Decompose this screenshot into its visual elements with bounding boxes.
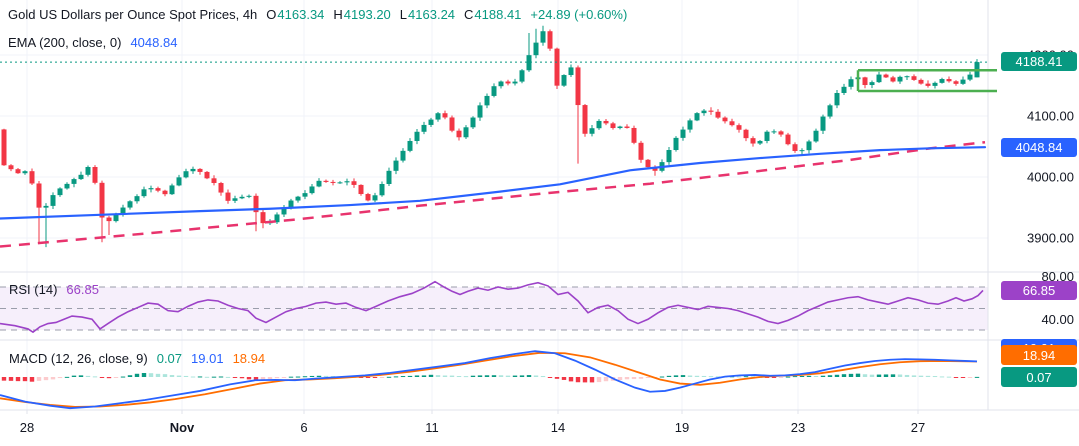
ema-200-line[interactable] [0, 146, 987, 220]
price-axis-label: 4100.00 [1027, 109, 1074, 124]
time-axis-label: 23 [791, 420, 805, 435]
ohlc-close-label: C [464, 7, 474, 22]
ohlc-open-value: 4163.34 [277, 7, 325, 22]
ohlc-low: L 4163.24 [400, 7, 455, 22]
breakout-box[interactable] [856, 69, 997, 93]
macd-label: MACD (12, 26, close, 9) [9, 351, 148, 366]
ohlc-open: O 4163.34 [266, 7, 324, 22]
time-axis-label: 19 [675, 420, 689, 435]
rsi-value-badge: 66.85 [1001, 281, 1077, 300]
time-axis-label: Nov [170, 420, 195, 435]
ema-price-badge: 4048.84 [1001, 138, 1077, 157]
rsi-legend[interactable]: RSI (14) 66.85 [9, 282, 99, 297]
price-axis-label: 3900.00 [1027, 231, 1074, 246]
gridlines [0, 0, 988, 410]
macd-legend[interactable]: MACD (12, 26, close, 9) 0.07 19.01 18.94 [9, 351, 265, 366]
macd-histogram [1, 373, 980, 383]
macd-signal-badge: 18.94 [1001, 345, 1077, 365]
rsi-label: RSI (14) [9, 282, 58, 297]
ohlc-close-value: 4188.41 [474, 7, 522, 22]
ohlc-low-label: L [399, 7, 408, 22]
ohlc-high-label: H [333, 7, 343, 22]
ohlc-low-value: 4163.24 [408, 7, 456, 22]
ohlc-open-label: O [266, 7, 277, 22]
last-price-badge: 4188.41 [1001, 52, 1077, 71]
panel-separators [0, 0, 1079, 411]
time-axis-label: 14 [551, 420, 565, 435]
macd-line-value: 19.01 [191, 351, 224, 366]
rsi-value: 66.85 [66, 282, 99, 297]
time-axis-labels: 28 Nov 6 11 14 19 23 27 [20, 410, 925, 435]
ema-offset-line[interactable] [0, 140, 986, 248]
rsi-axis-label: 40.00 [1041, 312, 1074, 327]
change-value: +24.89 (+0.60%) [530, 7, 628, 22]
ema-legend[interactable]: EMA (200, close, 0) 4048.84 [8, 35, 177, 50]
macd-hist-value: 0.07 [156, 351, 183, 366]
macd-line[interactable] [0, 350, 978, 410]
time-axis[interactable] [0, 410, 1079, 446]
ohlc-high-value: 4193.20 [343, 7, 391, 22]
time-axis-label: 27 [911, 420, 925, 435]
price-axis-label: 4000.00 [1027, 170, 1074, 185]
macd-signal-value: 18.94 [232, 351, 266, 366]
candlesticks [1, 25, 980, 248]
series-title: Gold US Dollars per Ounce Spot Prices, 4… [8, 7, 258, 22]
macd-hist-badge: 0.07 [1001, 367, 1077, 387]
time-axis-label: 28 [20, 420, 34, 435]
ema-value: 4048.84 [130, 35, 178, 50]
rsi-line[interactable] [0, 280, 984, 334]
time-axis-label: 6 [300, 420, 307, 435]
main-series-legend[interactable]: Gold US Dollars per Ounce Spot Prices, 4… [8, 7, 627, 22]
rsi-axis-label: 80.00 [1041, 269, 1074, 284]
ohlc-high: H 4193.20 [333, 7, 390, 22]
time-axis-label: 11 [425, 420, 439, 435]
ema-label: EMA (200, close, 0) [8, 35, 122, 50]
ohlc-close: C 4188.41 [464, 7, 521, 22]
macd-signal-line[interactable] [0, 351, 978, 408]
